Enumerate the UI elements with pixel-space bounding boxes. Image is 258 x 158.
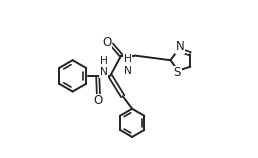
Text: H
N: H N [124,54,132,76]
Text: N: N [176,40,184,53]
Text: O: O [102,36,112,49]
Text: S: S [174,67,181,79]
Text: O: O [94,94,103,107]
Text: H
N: H N [100,56,108,77]
